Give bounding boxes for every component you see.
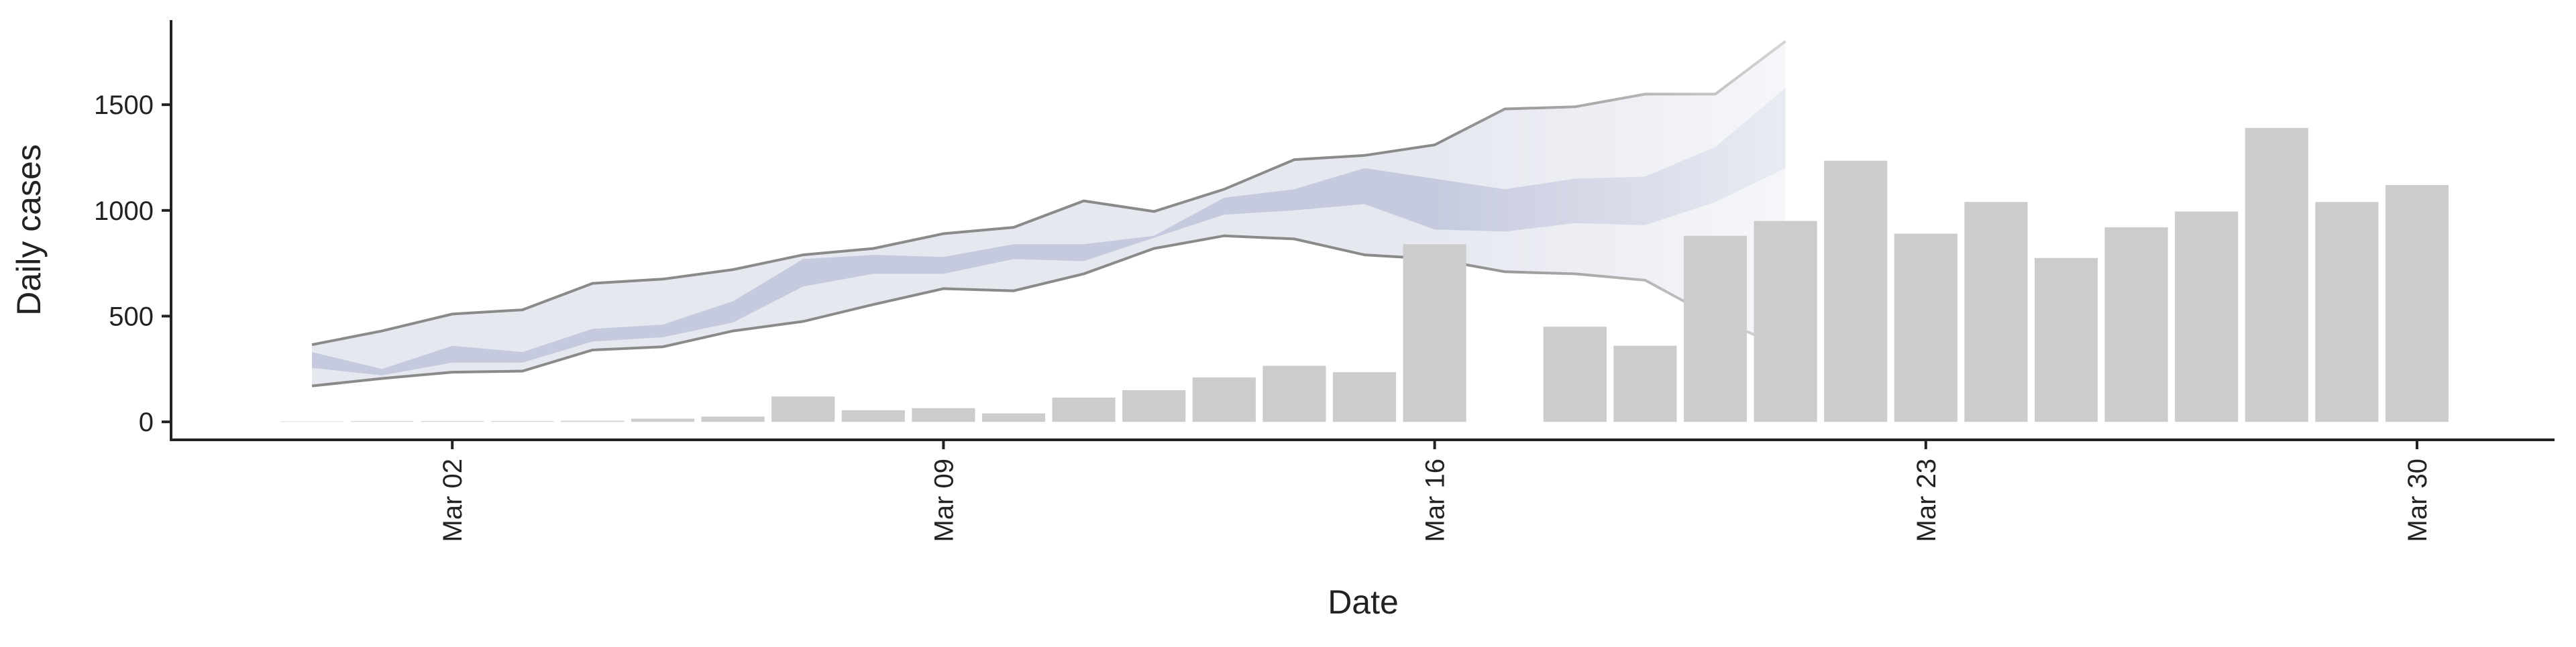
band-edge-line [311,40,1786,347]
x-tick-label: Mar 23 [1912,459,1941,542]
bars [280,127,2449,422]
bar [1403,244,1466,422]
bar [2034,257,2098,422]
forecast-band [312,41,1786,386]
bar [2175,211,2239,422]
bar [981,413,1046,422]
y-tick-label: 1500 [94,91,154,120]
bar [1754,221,1817,422]
bar [490,421,554,422]
bar [2315,202,2379,422]
axes: 0 500 1000 1500 Mar 02 Mar 09 Mar 16 Mar 23 Mar … [94,20,2555,542]
bar [1683,235,1748,422]
bar [1052,397,1116,422]
bar [1824,160,1888,422]
bar [350,421,414,422]
bar [561,420,625,422]
bar [1894,233,1957,422]
bar [1964,202,2028,422]
bar [701,416,765,422]
forecast-bands [311,40,1786,388]
band-edge-line [311,234,1786,388]
bar [841,410,905,422]
bar [771,396,835,422]
y-tick-label: 0 [139,408,154,437]
x-tick-label: Mar 02 [438,459,468,542]
bar [912,408,975,422]
bar [1192,377,1256,422]
bar [1122,390,1186,422]
bar [2385,184,2449,422]
bar [1263,365,1326,422]
bar [421,421,484,422]
y-tick-label: 500 [109,302,154,332]
y-axis-title: Daily cases [10,144,48,316]
x-tick-label: Mar 30 [2403,459,2432,542]
bar [2104,227,2168,422]
forecast-band [312,87,1786,375]
bar [1543,327,1607,422]
bar [2245,127,2308,422]
y-tick-label: 1000 [94,196,154,226]
x-tick-label: Mar 16 [1421,459,1450,542]
bar [1332,372,1397,422]
x-axis-title: Date [1328,583,1399,621]
bar [631,418,695,422]
bar [1613,345,1677,422]
x-tick-label: Mar 09 [929,459,959,542]
